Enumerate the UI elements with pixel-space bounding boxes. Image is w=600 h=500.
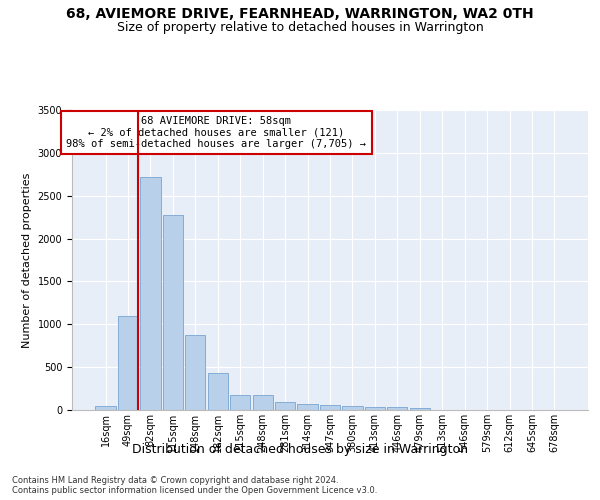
Bar bbox=[365, 408, 385, 410]
Text: Size of property relative to detached houses in Warrington: Size of property relative to detached ho… bbox=[116, 21, 484, 34]
Text: 68, AVIEMORE DRIVE, FEARNHEAD, WARRINGTON, WA2 0TH: 68, AVIEMORE DRIVE, FEARNHEAD, WARRINGTO… bbox=[66, 8, 534, 22]
Bar bbox=[230, 396, 250, 410]
Text: Contains HM Land Registry data © Crown copyright and database right 2024.
Contai: Contains HM Land Registry data © Crown c… bbox=[12, 476, 377, 495]
Bar bbox=[118, 316, 138, 410]
Bar bbox=[320, 406, 340, 410]
Bar bbox=[185, 336, 205, 410]
Bar bbox=[343, 406, 362, 410]
Bar bbox=[163, 214, 183, 410]
Bar bbox=[253, 396, 273, 410]
Bar bbox=[387, 408, 407, 410]
Bar bbox=[298, 404, 317, 410]
Bar bbox=[410, 408, 430, 410]
Text: Distribution of detached houses by size in Warrington: Distribution of detached houses by size … bbox=[132, 442, 468, 456]
Bar bbox=[140, 177, 161, 410]
Bar bbox=[275, 402, 295, 410]
Y-axis label: Number of detached properties: Number of detached properties bbox=[22, 172, 32, 348]
Bar bbox=[95, 406, 116, 410]
Bar bbox=[208, 373, 228, 410]
Text: 68 AVIEMORE DRIVE: 58sqm
← 2% of detached houses are smaller (121)
98% of semi-d: 68 AVIEMORE DRIVE: 58sqm ← 2% of detache… bbox=[67, 116, 367, 149]
